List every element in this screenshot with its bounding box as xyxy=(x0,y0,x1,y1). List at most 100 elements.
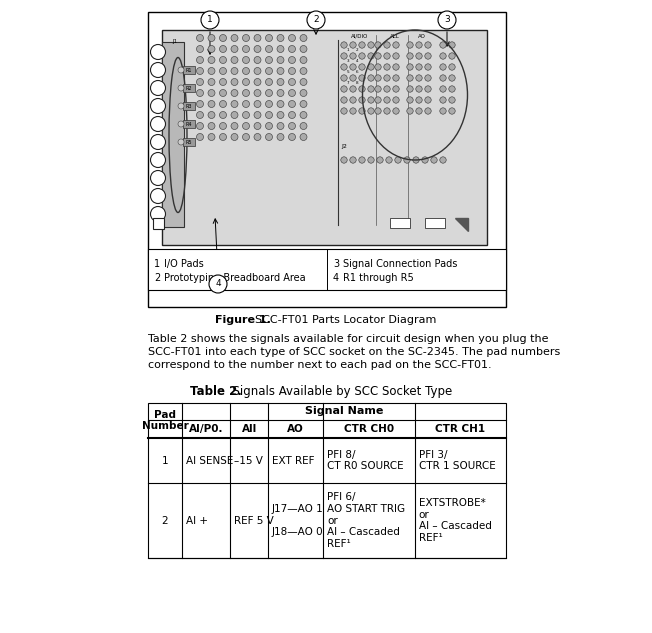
Circle shape xyxy=(375,86,381,92)
Text: Signal Name: Signal Name xyxy=(305,406,383,417)
Text: EXT REF: EXT REF xyxy=(272,456,314,465)
Bar xyxy=(183,102,195,110)
Circle shape xyxy=(416,64,422,70)
Circle shape xyxy=(416,108,422,114)
Circle shape xyxy=(288,123,295,130)
Circle shape xyxy=(350,53,356,60)
Circle shape xyxy=(208,101,215,108)
Circle shape xyxy=(220,123,226,130)
Text: J2: J2 xyxy=(341,144,347,149)
Text: Figure 1.: Figure 1. xyxy=(215,315,271,325)
Circle shape xyxy=(288,68,295,75)
Circle shape xyxy=(151,63,166,77)
Circle shape xyxy=(254,56,261,63)
Text: SCC-FT01 Parts Locator Diagram: SCC-FT01 Parts Locator Diagram xyxy=(248,315,436,325)
Circle shape xyxy=(350,86,356,92)
Circle shape xyxy=(288,78,295,85)
Circle shape xyxy=(254,111,261,118)
Text: J17—AO 1

J18—AO 0: J17—AO 1 J18—AO 0 xyxy=(272,504,323,537)
Circle shape xyxy=(231,89,238,96)
Circle shape xyxy=(368,108,374,114)
Circle shape xyxy=(359,53,365,60)
Text: 8: 8 xyxy=(356,81,359,85)
Circle shape xyxy=(413,157,419,163)
Circle shape xyxy=(425,108,431,114)
Circle shape xyxy=(254,101,261,108)
Circle shape xyxy=(425,42,431,48)
Circle shape xyxy=(243,78,250,85)
Circle shape xyxy=(220,134,226,141)
Circle shape xyxy=(243,68,250,75)
Text: 7: 7 xyxy=(347,81,349,85)
Text: Pad
Number: Pad Number xyxy=(141,410,188,431)
Circle shape xyxy=(300,46,307,53)
Circle shape xyxy=(416,42,422,48)
Circle shape xyxy=(220,46,226,53)
Circle shape xyxy=(277,123,284,130)
Circle shape xyxy=(359,97,365,103)
Circle shape xyxy=(300,101,307,108)
Text: I/O Pads: I/O Pads xyxy=(164,259,203,269)
Circle shape xyxy=(375,75,381,81)
Circle shape xyxy=(300,56,307,63)
Circle shape xyxy=(431,157,437,163)
Text: R1: R1 xyxy=(186,68,192,73)
Text: R1 through R5: R1 through R5 xyxy=(343,273,414,283)
Text: CTR CH1: CTR CH1 xyxy=(436,424,486,434)
Circle shape xyxy=(288,111,295,118)
Circle shape xyxy=(196,46,203,53)
Circle shape xyxy=(208,46,215,53)
Circle shape xyxy=(425,97,431,103)
Circle shape xyxy=(277,35,284,42)
Circle shape xyxy=(243,111,250,118)
Text: 4: 4 xyxy=(333,273,339,283)
Circle shape xyxy=(196,101,203,108)
Circle shape xyxy=(178,103,184,109)
Circle shape xyxy=(277,111,284,118)
Text: 1: 1 xyxy=(162,456,168,465)
Circle shape xyxy=(341,64,348,70)
Circle shape xyxy=(440,64,446,70)
Circle shape xyxy=(449,42,455,48)
Text: Table 2 shows the signals available for circuit design when you plug the: Table 2 shows the signals available for … xyxy=(148,334,548,344)
Circle shape xyxy=(151,116,166,132)
Circle shape xyxy=(416,97,422,103)
Text: EXTSTROBE*
or
AI – Cascaded
REF¹: EXTSTROBE* or AI – Cascaded REF¹ xyxy=(419,498,492,543)
Circle shape xyxy=(208,134,215,141)
Text: AI/DIO: AI/DIO xyxy=(351,34,368,39)
Circle shape xyxy=(254,78,261,85)
Bar xyxy=(183,138,195,146)
Circle shape xyxy=(377,157,383,163)
Circle shape xyxy=(220,56,226,63)
Circle shape xyxy=(350,97,356,103)
Bar xyxy=(183,120,195,128)
Circle shape xyxy=(231,46,238,53)
Circle shape xyxy=(350,75,356,81)
Text: 3: 3 xyxy=(444,15,450,25)
Text: correspond to the number next to each pad on the SCC-FT01.: correspond to the number next to each pa… xyxy=(148,360,492,370)
Text: AI SENSE: AI SENSE xyxy=(186,456,233,465)
Circle shape xyxy=(368,75,374,81)
Circle shape xyxy=(265,46,273,53)
Circle shape xyxy=(254,46,261,53)
Circle shape xyxy=(300,35,307,42)
Circle shape xyxy=(151,170,166,185)
Circle shape xyxy=(277,68,284,75)
Circle shape xyxy=(350,157,356,163)
Circle shape xyxy=(231,35,238,42)
Circle shape xyxy=(359,157,365,163)
Circle shape xyxy=(341,86,348,92)
Circle shape xyxy=(375,64,381,70)
Bar xyxy=(183,66,195,74)
Circle shape xyxy=(449,53,455,60)
Circle shape xyxy=(208,56,215,63)
Circle shape xyxy=(393,108,399,114)
Circle shape xyxy=(449,108,455,114)
Circle shape xyxy=(416,86,422,92)
Text: 1: 1 xyxy=(347,48,349,52)
Circle shape xyxy=(208,78,215,85)
Circle shape xyxy=(220,35,226,42)
Circle shape xyxy=(368,86,374,92)
Circle shape xyxy=(254,89,261,96)
Circle shape xyxy=(407,86,413,92)
